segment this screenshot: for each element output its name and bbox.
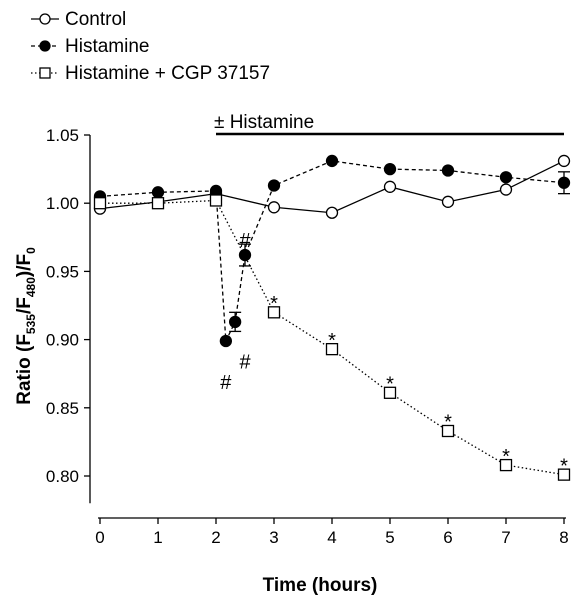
- y-axis-ticks: 0.80 0.85 0.90 0.95 1.00 1.05: [46, 126, 90, 486]
- y-tick-label: 0.85: [46, 399, 79, 418]
- legend-label-histamine: Histamine: [65, 36, 149, 57]
- data-point-square: [209, 194, 223, 207]
- series-line-0: [99, 160, 565, 214]
- series-points: [93, 154, 571, 481]
- data-point-filled-circle: [151, 186, 165, 199]
- significance-asterisk: *: [560, 455, 568, 477]
- data-point-square: [93, 197, 107, 210]
- data-point-open-circle: [441, 195, 455, 208]
- y-tick-label: 1.00: [46, 194, 79, 213]
- y-tick-label: 0.95: [46, 262, 79, 281]
- data-point-filled-circle: [499, 171, 513, 184]
- data-point-square: [383, 386, 397, 399]
- significance-asterisk: *: [270, 293, 278, 315]
- data-point-square: [499, 458, 513, 472]
- treatment-bar: ± Histamine: [214, 112, 564, 136]
- x-axis-title: Time (hours): [263, 575, 378, 596]
- significance-hash: #: [239, 230, 251, 252]
- data-point-filled-circle: [383, 162, 397, 176]
- y-tick-label: 0.90: [46, 331, 79, 350]
- x-tick-label: 5: [385, 528, 394, 547]
- x-tick-label: 4: [327, 528, 336, 547]
- error-bars: [229, 171, 570, 333]
- significance-asterisk: *: [328, 330, 336, 352]
- data-point-filled-circle: [267, 179, 281, 192]
- data-point-square: [151, 197, 165, 210]
- legend-item-histamine-cgp: Histamine + CGP 37157: [31, 63, 270, 84]
- x-tick-label: 8: [559, 528, 568, 547]
- x-tick-label: 7: [501, 528, 510, 547]
- data-point-open-circle: [499, 183, 513, 196]
- x-tick-label: 1: [153, 528, 162, 547]
- data-point-open-circle: [383, 180, 397, 193]
- treatment-bar-label: ± Histamine: [214, 112, 314, 133]
- legend-marker-open-square: [39, 67, 51, 79]
- data-point-filled-circle: [238, 248, 252, 262]
- data-point-open-circle: [267, 201, 281, 214]
- legend: Control Histamine Histamine + CGP 37157: [31, 9, 270, 84]
- y-tick-label: 0.80: [46, 467, 79, 486]
- significance-asterisk: *: [444, 412, 452, 434]
- legend-item-control: Control: [31, 9, 126, 30]
- data-point-filled-circle: [219, 334, 233, 348]
- axes: 0.80 0.85 0.90 0.95 1.00 1.05 0 1 2 3 4 5 6 7 8: [46, 126, 569, 547]
- significance-asterisk: *: [502, 446, 510, 468]
- y-axis-title: Ratio (F535/F480)/F0: [14, 247, 38, 405]
- data-point-filled-circle: [228, 315, 242, 329]
- data-point-square: [267, 306, 281, 319]
- annotations: # # # * * * * * *: [220, 230, 568, 477]
- x-tick-label: 6: [443, 528, 452, 547]
- data-point-filled-circle: [441, 164, 455, 177]
- data-point-square: [441, 424, 455, 438]
- series-line-2: [100, 199, 565, 476]
- data-point-open-circle: [325, 206, 339, 219]
- data-point-filled-circle: [325, 154, 339, 168]
- legend-marker-open-circle: [39, 13, 51, 25]
- legend-item-histamine: Histamine: [31, 36, 149, 57]
- y-tick-label: 1.05: [46, 126, 79, 145]
- data-point-open-circle: [557, 154, 571, 168]
- x-tick-label: 0: [95, 528, 104, 547]
- data-point-square: [325, 342, 339, 356]
- x-axis-ticks: 0 1 2 3 4 5 6 7 8: [95, 518, 569, 547]
- data-point-square: [557, 468, 571, 481]
- significance-asterisk: *: [386, 374, 394, 396]
- legend-marker-filled-circle: [39, 40, 51, 52]
- data-point-filled-circle: [557, 176, 571, 189]
- significance-hash: #: [239, 351, 251, 373]
- x-tick-label: 2: [211, 528, 220, 547]
- legend-label-control: Control: [65, 9, 126, 30]
- legend-label-histamine-cgp: Histamine + CGP 37157: [65, 63, 270, 84]
- series-line-1: [99, 160, 565, 344]
- x-tick-label: 3: [269, 528, 278, 547]
- significance-hash: #: [220, 372, 232, 394]
